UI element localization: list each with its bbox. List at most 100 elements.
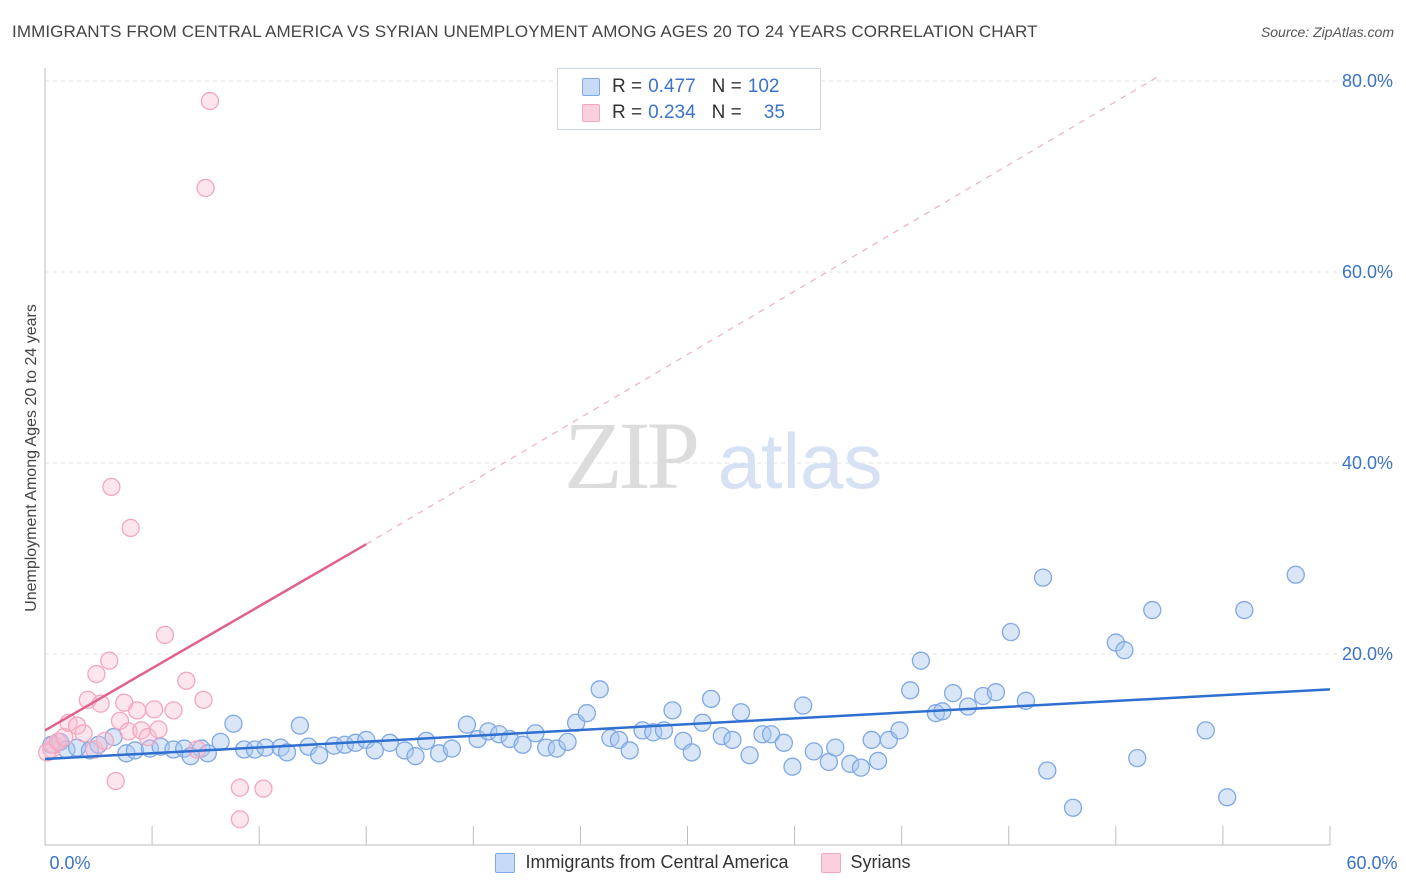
- point-central-america: [577, 704, 596, 723]
- point-syrians: [149, 720, 168, 739]
- point-central-america: [841, 754, 860, 773]
- gridlines: [45, 80, 1392, 655]
- point-central-america: [943, 684, 963, 703]
- series-legend: Immigrants from Central America Syrians: [0, 852, 1406, 873]
- point-central-america: [417, 731, 436, 751]
- point-central-america: [1235, 600, 1254, 620]
- chart-title: IMMIGRANTS FROM CENTRAL AMERICA VS SYRIA…: [12, 22, 1038, 41]
- point-central-america: [620, 741, 639, 760]
- point-syrians: [87, 664, 106, 684]
- point-central-america: [851, 758, 871, 777]
- point-central-america: [558, 732, 577, 752]
- legend-n-label: N =: [711, 102, 742, 123]
- legend-row-syrians: R = 0.234 N = 35: [582, 101, 785, 125]
- trend-syrians-extension: [365, 75, 1159, 545]
- legend-r-value: 0.234: [648, 102, 696, 123]
- source-note: Source: ZipAtlas.com: [1260, 24, 1394, 40]
- watermark-atlas: atlas: [718, 417, 883, 505]
- watermark-zip: ZIP: [564, 402, 697, 509]
- point-central-america: [406, 747, 425, 766]
- point-syrians: [55, 727, 74, 747]
- x-tick-label-min: 0.0%: [49, 853, 90, 873]
- point-central-america: [740, 746, 759, 765]
- point-central-america: [380, 733, 399, 752]
- point-central-america: [513, 735, 532, 754]
- legend-n-label: N =: [711, 76, 742, 97]
- point-syrians: [121, 518, 140, 538]
- y-tick-label: 80.0%: [1342, 71, 1393, 91]
- legend-n-value: 35: [763, 102, 785, 123]
- point-syrians: [100, 651, 119, 670]
- point-syrians: [145, 700, 164, 719]
- point-central-america: [761, 725, 781, 744]
- legend-swatch-pink: [582, 104, 600, 122]
- point-central-america: [1038, 761, 1057, 780]
- point-syrians: [102, 477, 121, 497]
- point-central-america: [457, 715, 477, 734]
- point-central-america: [290, 716, 310, 735]
- point-central-america: [277, 743, 297, 762]
- point-central-america: [1115, 641, 1134, 660]
- y-axis-tick-labels: 20.0% 40.0% 60.0% 80.0%: [1342, 71, 1393, 664]
- point-syrians: [95, 731, 115, 751]
- point-central-america: [783, 757, 802, 776]
- legend-swatch-blue: [582, 78, 600, 96]
- point-syrians: [164, 701, 183, 720]
- point-central-america: [1001, 622, 1021, 642]
- x-tick-label-max: 60.0%: [1346, 853, 1397, 873]
- point-syrians: [200, 91, 220, 111]
- point-central-america: [712, 726, 731, 746]
- point-central-america: [723, 730, 742, 750]
- point-central-america: [911, 651, 931, 670]
- trend-syrians: [44, 543, 367, 732]
- point-syrians: [74, 724, 93, 743]
- point-central-america: [1128, 748, 1147, 768]
- point-central-america: [1063, 798, 1083, 817]
- point-central-america: [890, 721, 909, 740]
- series-central-america-points: [42, 565, 1305, 817]
- point-central-america: [1033, 568, 1053, 587]
- legend-row-central-america: R = 0.477 N = 102: [582, 75, 779, 99]
- point-syrians: [119, 722, 138, 741]
- point-central-america: [794, 696, 813, 715]
- point-syrians: [37, 743, 57, 762]
- series-name-central-america: Immigrants from Central America: [525, 852, 789, 872]
- point-central-america: [1196, 721, 1215, 740]
- legend-r-label: R =: [612, 76, 643, 97]
- series-swatch-blue: [495, 852, 516, 873]
- y-tick-label: 40.0%: [1342, 453, 1393, 473]
- point-central-america: [731, 703, 751, 722]
- point-central-america: [868, 751, 888, 771]
- point-syrians: [230, 810, 250, 829]
- point-central-america: [862, 730, 881, 750]
- point-syrians: [155, 625, 175, 645]
- series-swatch-pink: [820, 852, 841, 873]
- point-central-america: [125, 741, 145, 760]
- point-central-america: [395, 741, 414, 760]
- series-syrians-points: [37, 91, 273, 829]
- point-central-america: [682, 743, 701, 762]
- point-central-america: [926, 704, 946, 723]
- point-central-america: [901, 681, 920, 700]
- legend-r-value: 0.477: [648, 76, 696, 97]
- point-central-america: [986, 683, 1006, 702]
- point-syrians: [177, 671, 196, 690]
- point-syrians: [196, 178, 215, 198]
- point-central-america: [224, 714, 243, 733]
- point-syrians: [127, 701, 147, 720]
- point-central-america: [1286, 565, 1305, 584]
- point-central-america: [701, 689, 721, 709]
- point-syrians: [194, 690, 213, 709]
- point-central-america: [442, 739, 462, 758]
- series-legend-syrians: Syrians: [820, 852, 911, 873]
- point-central-america: [663, 701, 682, 720]
- correlation-legend: R = 0.477 N = 102 R = 0.234 N = 35: [557, 68, 821, 130]
- watermark: ZIP atlas: [564, 402, 882, 509]
- point-syrians: [230, 778, 250, 797]
- series-name-syrians: Syrians: [850, 852, 911, 872]
- legend-r-label: R =: [612, 102, 643, 123]
- point-central-america: [958, 697, 978, 716]
- point-central-america: [211, 732, 230, 752]
- series-legend-central-america: Immigrants from Central America: [495, 852, 789, 873]
- trend-lines: [44, 75, 1331, 761]
